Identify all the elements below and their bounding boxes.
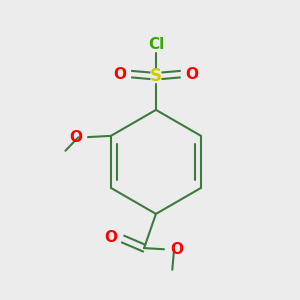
Text: O: O — [170, 242, 184, 257]
Text: S: S — [150, 67, 162, 85]
Text: Cl: Cl — [148, 37, 164, 52]
Text: O: O — [69, 130, 82, 145]
Text: O: O — [104, 230, 117, 245]
Text: O: O — [186, 67, 199, 82]
Text: O: O — [113, 67, 126, 82]
